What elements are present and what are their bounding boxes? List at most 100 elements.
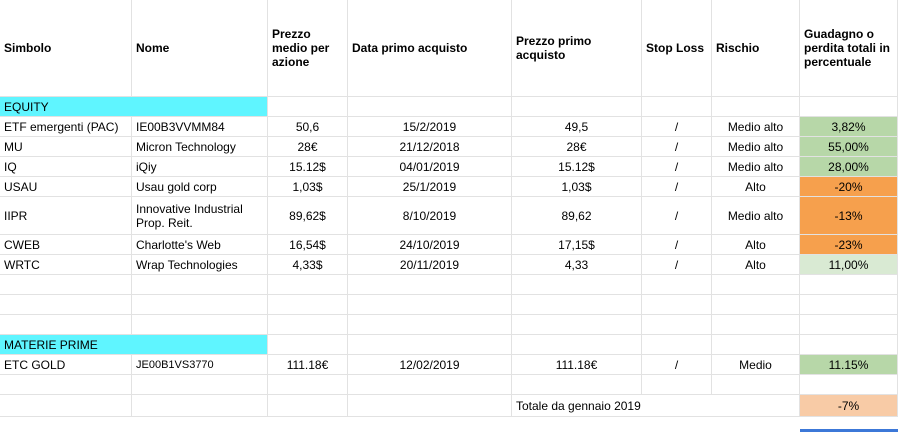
- empty-cell[interactable]: [348, 375, 512, 395]
- row-guadagno-cell[interactable]: -13%: [800, 197, 898, 235]
- empty-cell[interactable]: [348, 335, 512, 355]
- empty-cell[interactable]: [268, 97, 348, 117]
- row-prezzo_medio-cell[interactable]: 28€: [268, 137, 348, 157]
- empty-cell[interactable]: [0, 315, 132, 335]
- column-header-guadagno[interactable]: Guadagno o perdita totali in percentuale: [800, 0, 898, 97]
- row-stop-cell[interactable]: /: [642, 137, 712, 157]
- column-header-simbolo[interactable]: Simbolo: [0, 0, 132, 97]
- row-simbolo-cell[interactable]: MU: [0, 137, 132, 157]
- row-data-cell[interactable]: 8/10/2019: [348, 197, 512, 235]
- empty-cell[interactable]: [132, 275, 268, 295]
- empty-cell[interactable]: [348, 275, 512, 295]
- empty-cell[interactable]: [712, 335, 800, 355]
- row-data-cell[interactable]: 24/10/2019: [348, 235, 512, 255]
- row-prezzo_medio-cell[interactable]: 16,54$: [268, 235, 348, 255]
- row-rischio-cell[interactable]: Medio alto: [712, 117, 800, 137]
- empty-cell[interactable]: [800, 375, 898, 395]
- row-guadagno-cell[interactable]: 11.15%: [800, 355, 898, 375]
- row-rischio-cell[interactable]: Medio: [712, 355, 800, 375]
- row-data-cell[interactable]: 04/01/2019: [348, 157, 512, 177]
- row-nome-cell[interactable]: Innovative Industrial Prop. Reit.: [132, 197, 268, 235]
- row-guadagno-cell[interactable]: 3,82%: [800, 117, 898, 137]
- column-header-nome[interactable]: Nome: [132, 0, 268, 97]
- empty-cell[interactable]: [268, 335, 348, 355]
- column-header-stop[interactable]: Stop Loss: [642, 0, 712, 97]
- row-prezzo_primo-cell[interactable]: 17,15$: [512, 235, 642, 255]
- row-nome-cell[interactable]: Usau gold corp: [132, 177, 268, 197]
- row-stop-cell[interactable]: /: [642, 255, 712, 275]
- empty-cell[interactable]: [268, 295, 348, 315]
- empty-cell[interactable]: [0, 295, 132, 315]
- row-prezzo_medio-cell[interactable]: 89,62$: [268, 197, 348, 235]
- total-value[interactable]: -7%: [800, 395, 898, 417]
- empty-cell[interactable]: [268, 375, 348, 395]
- empty-cell[interactable]: [348, 395, 512, 417]
- row-stop-cell[interactable]: /: [642, 197, 712, 235]
- row-prezzo_primo-cell[interactable]: 1,03$: [512, 177, 642, 197]
- row-simbolo-cell[interactable]: IIPR: [0, 197, 132, 235]
- row-data-cell[interactable]: 20/11/2019: [348, 255, 512, 275]
- empty-cell[interactable]: [132, 375, 268, 395]
- row-rischio-cell[interactable]: Medio alto: [712, 137, 800, 157]
- row-nome-cell[interactable]: Micron Technology: [132, 137, 268, 157]
- empty-cell[interactable]: [712, 315, 800, 335]
- empty-cell[interactable]: [712, 97, 800, 117]
- empty-cell[interactable]: [800, 295, 898, 315]
- row-nome-cell[interactable]: Charlotte's Web: [132, 235, 268, 255]
- section-equity[interactable]: EQUITY: [0, 97, 268, 117]
- row-prezzo_primo-cell[interactable]: 89,62: [512, 197, 642, 235]
- row-stop-cell[interactable]: /: [642, 235, 712, 255]
- row-stop-cell[interactable]: /: [642, 117, 712, 137]
- empty-cell[interactable]: [348, 97, 512, 117]
- empty-cell[interactable]: [512, 315, 642, 335]
- row-prezzo_medio-cell[interactable]: 111.18€: [268, 355, 348, 375]
- empty-cell[interactable]: [642, 275, 712, 295]
- row-prezzo_medio-cell[interactable]: 50,6: [268, 117, 348, 137]
- column-header-prezzo_medio[interactable]: Prezzo medio per azione: [268, 0, 348, 97]
- empty-cell[interactable]: [642, 97, 712, 117]
- empty-cell[interactable]: [800, 315, 898, 335]
- empty-cell[interactable]: [800, 275, 898, 295]
- empty-cell[interactable]: [800, 335, 898, 355]
- row-prezzo_primo-cell[interactable]: 15.12$: [512, 157, 642, 177]
- row-guadagno-cell[interactable]: 55,00%: [800, 137, 898, 157]
- empty-cell[interactable]: [132, 295, 268, 315]
- row-data-cell[interactable]: 15/2/2019: [348, 117, 512, 137]
- row-prezzo_primo-cell[interactable]: 4,33: [512, 255, 642, 275]
- row-simbolo-cell[interactable]: IQ: [0, 157, 132, 177]
- row-stop-cell[interactable]: /: [642, 157, 712, 177]
- row-guadagno-cell[interactable]: 11,00%: [800, 255, 898, 275]
- row-prezzo_primo-cell[interactable]: 28€: [512, 137, 642, 157]
- row-prezzo_medio-cell[interactable]: 1,03$: [268, 177, 348, 197]
- row-prezzo_medio-cell[interactable]: 15.12$: [268, 157, 348, 177]
- empty-cell[interactable]: [348, 315, 512, 335]
- row-data-cell[interactable]: 12/02/2019: [348, 355, 512, 375]
- empty-cell[interactable]: [512, 375, 642, 395]
- row-simbolo-cell[interactable]: USAU: [0, 177, 132, 197]
- row-data-cell[interactable]: 25/1/2019: [348, 177, 512, 197]
- row-data-cell[interactable]: 21/12/2018: [348, 137, 512, 157]
- row-simbolo-cell[interactable]: WRTC: [0, 255, 132, 275]
- column-header-rischio[interactable]: Rischio: [712, 0, 800, 97]
- empty-cell[interactable]: [512, 275, 642, 295]
- row-stop-cell[interactable]: /: [642, 355, 712, 375]
- row-nome-cell[interactable]: iQiy: [132, 157, 268, 177]
- row-prezzo_primo-cell[interactable]: 111.18€: [512, 355, 642, 375]
- empty-cell[interactable]: [132, 315, 268, 335]
- total-label[interactable]: Totale da gennaio 2019: [512, 395, 800, 417]
- empty-cell[interactable]: [0, 395, 132, 417]
- row-guadagno-cell[interactable]: 28,00%: [800, 157, 898, 177]
- empty-cell[interactable]: [642, 315, 712, 335]
- column-header-prezzo_primo[interactable]: Prezzo primo acquisto: [512, 0, 642, 97]
- empty-cell[interactable]: [642, 295, 712, 315]
- row-guadagno-cell[interactable]: -20%: [800, 177, 898, 197]
- row-nome-cell[interactable]: JE00B1VS3770: [132, 355, 268, 375]
- empty-cell[interactable]: [512, 97, 642, 117]
- empty-cell[interactable]: [268, 395, 348, 417]
- empty-cell[interactable]: [268, 315, 348, 335]
- row-rischio-cell[interactable]: Alto: [712, 177, 800, 197]
- row-prezzo_medio-cell[interactable]: 4,33$: [268, 255, 348, 275]
- empty-cell[interactable]: [642, 335, 712, 355]
- empty-cell[interactable]: [642, 375, 712, 395]
- empty-cell[interactable]: [512, 295, 642, 315]
